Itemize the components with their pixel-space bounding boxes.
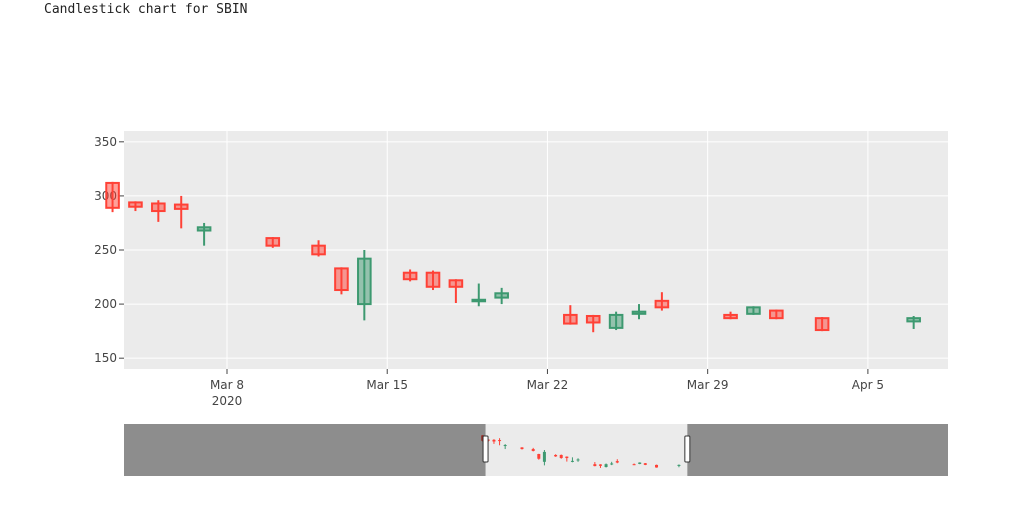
mini-candle-body (604, 464, 608, 468)
x-tick-label: Mar 29 (687, 378, 729, 392)
mini-candle-body (615, 461, 619, 463)
candle-body (746, 306, 761, 315)
mini-candle-body (498, 440, 502, 442)
x-tick-label: Apr 5 (852, 378, 884, 392)
mini-candle-body (492, 439, 496, 442)
range-slider-mask-left (124, 424, 486, 476)
candle-body (334, 267, 349, 292)
range-slider-handle-right[interactable] (684, 435, 691, 463)
y-tick-label: 250 (94, 243, 117, 257)
candle-body (425, 271, 441, 288)
candle-body (173, 203, 189, 210)
mini-candle-body (643, 463, 647, 465)
mini-candle-body (576, 459, 580, 461)
candle-body (631, 310, 647, 315)
candle-body (357, 257, 372, 306)
y-tick-label: 200 (94, 297, 117, 311)
range-slider-handle-left[interactable] (482, 435, 489, 463)
candle-body (769, 309, 784, 320)
mini-candle-body (610, 463, 614, 465)
x-tick-label: Mar 22 (527, 378, 569, 392)
mini-candle-body (570, 460, 574, 462)
candle-body (906, 317, 921, 323)
candle-body (608, 313, 624, 329)
candle-body (105, 181, 120, 209)
candle-body (654, 299, 670, 309)
mini-candle-body (565, 456, 569, 459)
candle-body (471, 298, 487, 303)
mini-candle-body (531, 449, 535, 451)
mini-candle-body (677, 464, 681, 466)
mini-candle-body (598, 464, 602, 466)
page-title: Candlestick chart for SBIN (44, 2, 248, 17)
candle-body (814, 317, 830, 332)
x-tick-sublabel: 2020 (212, 394, 243, 408)
mini-candle-body (520, 447, 524, 450)
mini-candle-body (632, 464, 636, 466)
candle-body (151, 202, 166, 213)
y-tick-label: 150 (94, 351, 117, 365)
candle-body (196, 226, 212, 232)
candle-body (402, 271, 418, 281)
candle-body (448, 279, 464, 288)
candle-body (311, 244, 326, 256)
x-tick-label: Mar 8 (210, 378, 244, 392)
mini-candle-body (559, 454, 563, 459)
mini-candle-body (638, 462, 642, 464)
x-tick-label: Mar 15 (366, 378, 408, 392)
candle-body (128, 201, 143, 208)
candle-body (563, 313, 578, 325)
candle-body (265, 237, 281, 247)
mini-candle-body (503, 445, 507, 447)
mini-candle-body (655, 464, 659, 468)
mini-candle-body (542, 451, 546, 462)
range-slider-background[interactable] (124, 424, 948, 476)
mini-candle-body (537, 454, 541, 459)
candle-body (494, 292, 509, 299)
mini-candle-body (554, 454, 558, 457)
candle-body (585, 314, 601, 324)
mini-candle-body (593, 464, 597, 467)
y-tick-label: 350 (94, 135, 117, 149)
candle-body (723, 313, 738, 320)
range-slider-mask-right (687, 424, 948, 476)
